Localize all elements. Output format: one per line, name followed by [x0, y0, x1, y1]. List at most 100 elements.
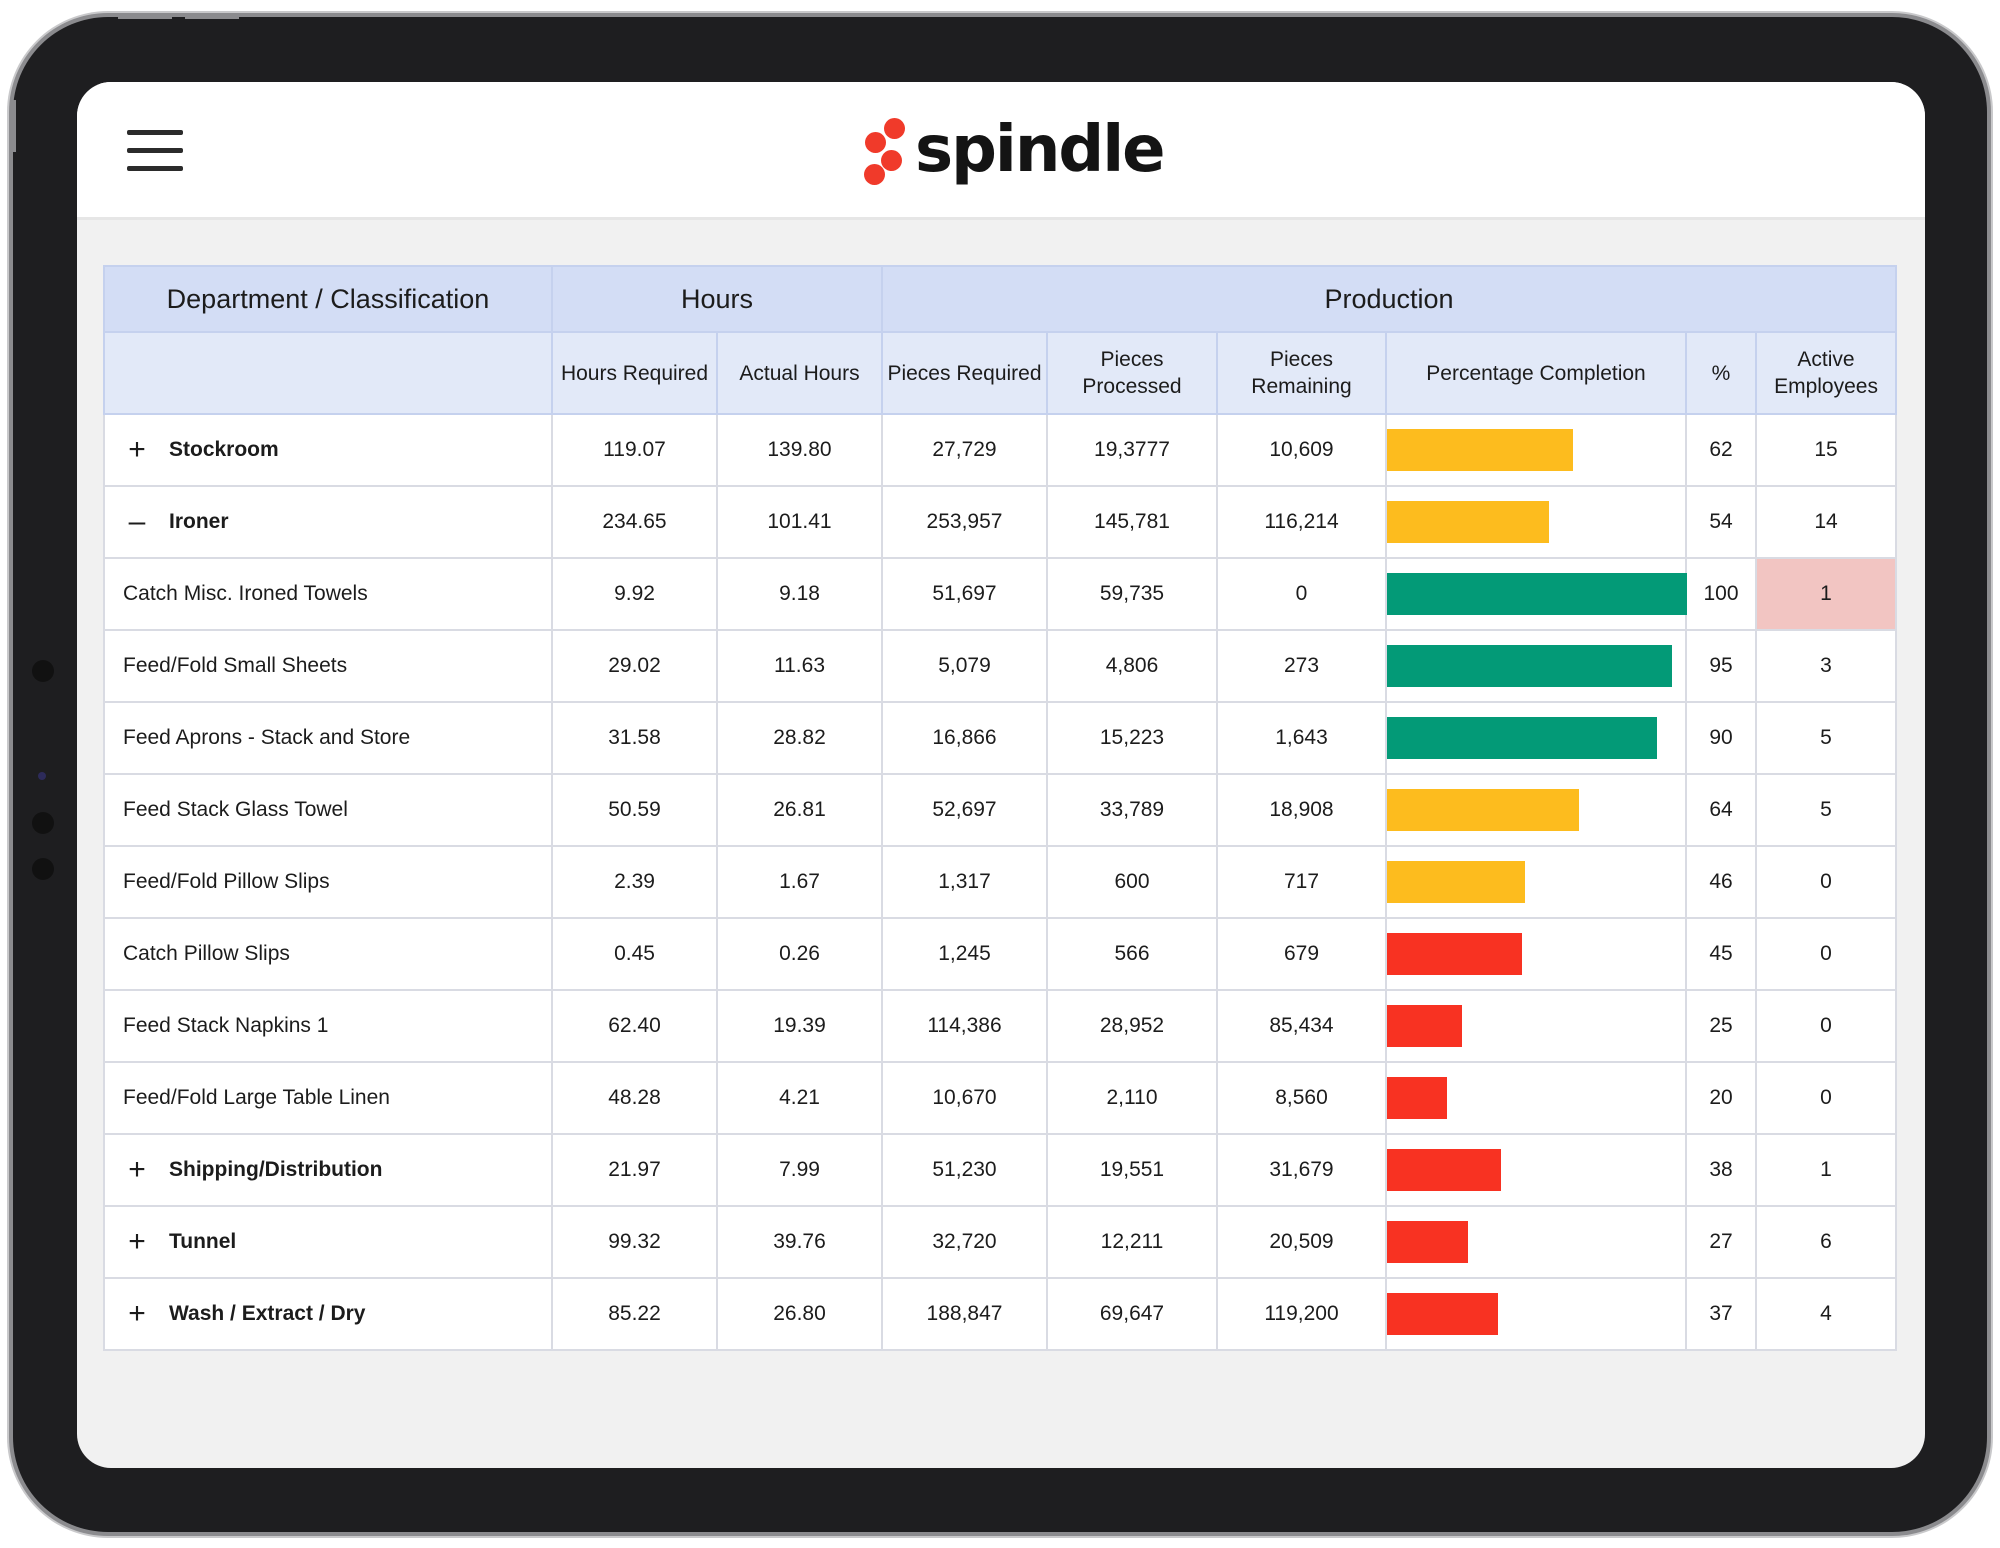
classification-row: Feed/Fold Small Sheets 29.02 11.63 5,079 4,8… [103, 629, 1898, 703]
hours-required-cell: 62.40 [551, 989, 718, 1063]
column-pieces-remaining[interactable]: Pieces Remaining [1216, 331, 1387, 415]
classification-name-cell: Feed/Fold Pillow Slips [103, 845, 553, 919]
top-bar: spindle [77, 82, 1925, 220]
hamburger-menu-icon[interactable] [127, 130, 183, 172]
pct-cell: 46 [1685, 845, 1757, 919]
pieces-required-cell: 32,720 [881, 1205, 1048, 1279]
hours-required-cell: 234.65 [551, 485, 718, 559]
camera-sensor [32, 812, 54, 834]
department-name: Shipping/Distribution [169, 1158, 383, 1181]
classification-name: Feed/Fold Small Sheets [123, 654, 348, 677]
camera-sensor [32, 660, 54, 682]
actual-hours-cell: 4.21 [716, 1061, 883, 1135]
pieces-required-cell: 10,670 [881, 1061, 1048, 1135]
completion-bar-cell [1385, 701, 1687, 775]
department-row[interactable]: + Wash / Extract / Dry 85.22 26.80 188,847 69… [103, 1277, 1898, 1351]
actual-hours-cell: 0.26 [716, 917, 883, 991]
classification-row: Catch Pillow Slips 0.45 0.26 1,245 566 679 45 0 [103, 917, 1898, 991]
hours-required-cell: 99.32 [551, 1205, 718, 1279]
column-pieces-processed[interactable]: Pieces Processed [1046, 331, 1218, 415]
department-name-cell[interactable]: + Wash / Extract / Dry [103, 1277, 553, 1351]
active-employees-cell: 3 [1754, 629, 1898, 703]
completion-bar [1387, 1077, 1447, 1119]
column-hours-required[interactable]: Hours Required [551, 331, 718, 415]
classification-name-cell: Feed Stack Glass Towel [103, 773, 553, 847]
pieces-remaining-cell: 1,643 [1216, 701, 1387, 775]
completion-bar-cell [1385, 485, 1687, 559]
column-actual-hours[interactable]: Actual Hours [716, 331, 883, 415]
completion-bar [1387, 861, 1525, 903]
completion-bar-cell [1385, 413, 1687, 487]
pieces-remaining-cell: 116,214 [1216, 485, 1387, 559]
camera-sensor [32, 858, 54, 880]
actual-hours-cell: 26.81 [716, 773, 883, 847]
classification-name-cell: Feed Aprons - Stack and Store [103, 701, 553, 775]
pieces-remaining-cell: 85,434 [1216, 989, 1387, 1063]
column-active-employees[interactable]: Active Employees [1754, 331, 1898, 415]
pieces-required-cell: 188,847 [881, 1277, 1048, 1351]
active-employees-cell: 0 [1754, 917, 1898, 991]
hours-required-cell: 50.59 [551, 773, 718, 847]
classification-name: Feed Stack Glass Towel [123, 798, 348, 821]
pieces-processed-cell: 600 [1046, 845, 1218, 919]
pieces-remaining-cell: 8,560 [1216, 1061, 1387, 1135]
department-name-cell[interactable]: – Ironer [103, 485, 553, 559]
classification-name-cell: Catch Misc. Ironed Towels [103, 557, 553, 631]
pieces-processed-cell: 4,806 [1046, 629, 1218, 703]
active-employees-cell: 15 [1754, 413, 1898, 487]
department-name-cell[interactable]: + Stockroom [103, 413, 553, 487]
classification-row: Feed Aprons - Stack and Store 31.58 28.82 1… [103, 701, 1898, 775]
pieces-processed-cell: 69,647 [1046, 1277, 1218, 1351]
pieces-remaining-cell: 273 [1216, 629, 1387, 703]
actual-hours-cell: 39.76 [716, 1205, 883, 1279]
collapse-minus-icon[interactable]: – [128, 505, 146, 539]
pieces-processed-cell: 59,735 [1046, 557, 1218, 631]
production-table-container: Department / Classification Hours Produc… [103, 265, 1898, 1351]
department-row[interactable]: + Tunnel 99.32 39.76 32,720 12,211 20,509 27 6 [103, 1205, 1898, 1279]
active-employees-cell: 0 [1754, 989, 1898, 1063]
classification-name: Catch Pillow Slips [123, 942, 290, 965]
completion-bar-cell [1385, 1277, 1687, 1351]
spindle-logo-icon [861, 110, 907, 190]
department-row[interactable]: – Ironer 234.65 101.41 253,957 145,781 116,214… [103, 485, 1898, 559]
classification-name: Catch Misc. Ironed Towels [123, 582, 368, 605]
completion-bar-cell [1385, 1133, 1687, 1207]
department-row[interactable]: + Stockroom 119.07 139.80 27,729 19,3777 10,60… [103, 413, 1898, 487]
hours-required-cell: 119.07 [551, 413, 718, 487]
expand-plus-icon[interactable]: + [128, 1153, 146, 1187]
hours-required-cell: 0.45 [551, 917, 718, 991]
classification-name: Feed/Fold Pillow Slips [123, 870, 330, 893]
pieces-required-cell: 51,230 [881, 1133, 1048, 1207]
department-name-cell[interactable]: + Shipping/Distribution [103, 1133, 553, 1207]
department-row[interactable]: + Shipping/Distribution 21.97 7.99 51,230 19,… [103, 1133, 1898, 1207]
department-name-cell[interactable]: + Tunnel [103, 1205, 553, 1279]
pieces-remaining-cell: 31,679 [1216, 1133, 1387, 1207]
expand-plus-icon[interactable]: + [128, 1297, 146, 1331]
pieces-processed-cell: 19,551 [1046, 1133, 1218, 1207]
column-percentage-completion[interactable]: Percentage Completion [1385, 331, 1687, 415]
completion-bar-cell [1385, 1205, 1687, 1279]
active-employees-cell: 1 [1754, 1133, 1898, 1207]
column-pct[interactable]: % [1685, 331, 1757, 415]
pieces-processed-cell: 19,3777 [1046, 413, 1218, 487]
pieces-remaining-cell: 717 [1216, 845, 1387, 919]
header-production: Production [880, 265, 1898, 333]
active-employees-cell: 14 [1754, 485, 1898, 559]
expand-plus-icon[interactable]: + [128, 433, 146, 467]
pieces-processed-cell: 2,110 [1046, 1061, 1218, 1135]
completion-bar [1387, 501, 1549, 543]
expand-plus-icon[interactable]: + [128, 1225, 146, 1259]
header-hours: Hours [551, 265, 883, 333]
actual-hours-cell: 101.41 [716, 485, 883, 559]
completion-bar [1387, 1149, 1501, 1191]
pieces-required-cell: 1,317 [881, 845, 1048, 919]
column-pieces-required[interactable]: Pieces Required [881, 331, 1048, 415]
completion-bar-cell [1385, 773, 1687, 847]
actual-hours-cell: 19.39 [716, 989, 883, 1063]
department-name: Wash / Extract / Dry [169, 1302, 366, 1325]
actual-hours-cell: 28.82 [716, 701, 883, 775]
pieces-processed-cell: 28,952 [1046, 989, 1218, 1063]
department-name: Ironer [169, 510, 229, 533]
department-name: Stockroom [169, 438, 279, 461]
pieces-processed-cell: 33,789 [1046, 773, 1218, 847]
